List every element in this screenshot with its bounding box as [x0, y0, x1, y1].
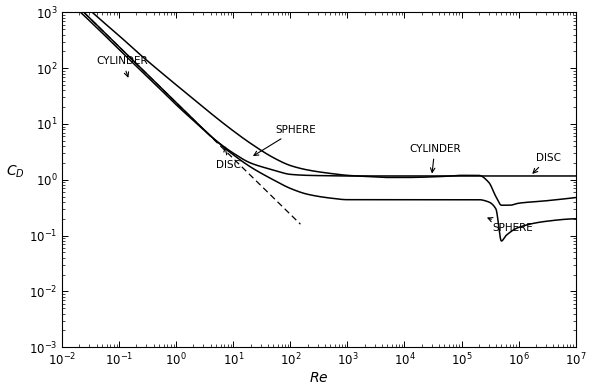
Y-axis label: $C_D$: $C_D$: [5, 163, 24, 180]
Text: SPHERE: SPHERE: [254, 125, 316, 156]
Text: DISC: DISC: [216, 147, 241, 170]
Text: CYLINDER: CYLINDER: [96, 56, 148, 77]
X-axis label: $Re$: $Re$: [309, 371, 329, 386]
Text: CYLINDER: CYLINDER: [409, 143, 461, 172]
Text: SPHERE: SPHERE: [488, 218, 533, 233]
Text: DISC: DISC: [533, 152, 561, 173]
